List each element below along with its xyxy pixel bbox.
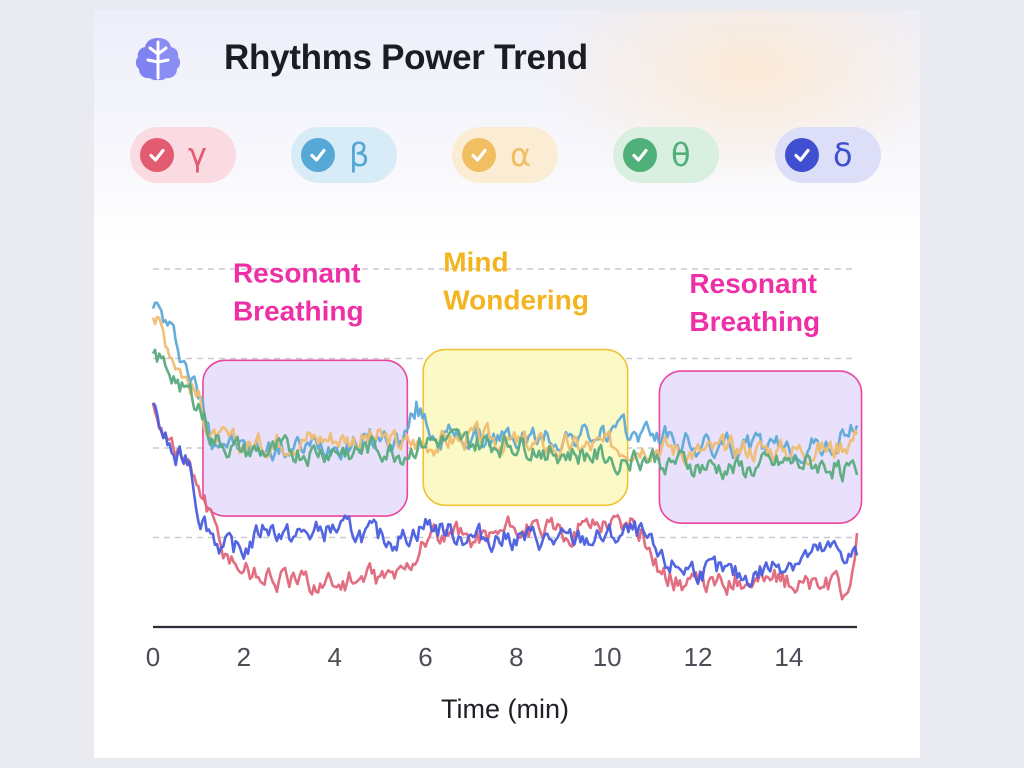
card-header: Rhythms Power Trend [132,32,588,84]
x-tick-label: 2 [237,642,251,672]
x-tick-label: 0 [146,642,160,672]
brain-icon [135,38,181,81]
checkmark-icon[interactable] [462,138,496,172]
band-chip-label: δ [833,136,853,174]
annotation-box [422,348,629,507]
series-line [151,402,859,588]
annotation-label: Resonant Breathing [689,268,820,337]
checkmark-icon[interactable] [140,138,174,172]
checkmark-icon[interactable] [785,138,819,172]
series-line [151,402,859,601]
band-chip-label: β [349,136,370,174]
annotation-label-line: Resonant [689,268,817,299]
annotation-label-line: Mind [443,247,508,278]
x-tick-label: 10 [593,642,622,672]
annotation-label: Mind Wondering [443,247,589,316]
page-title: Rhythms Power Trend [224,38,588,77]
x-tick-label: 4 [327,642,341,672]
x-tick-label: 14 [774,642,803,672]
checkmark-icon[interactable] [623,138,657,172]
band-chip-1[interactable]: β [291,127,397,183]
annotation-label-line: Wondering [443,285,589,316]
x-tick-label: 12 [684,642,713,672]
band-chip-2[interactable]: α [452,127,558,183]
band-chip-label: γ [188,136,207,174]
series-line [151,348,859,483]
annotation-label-line: Breathing [233,295,364,326]
x-axis-label: Time (min) [441,694,569,724]
annotation-label-line: Resonant [233,257,361,288]
x-tick-label: 8 [509,642,523,672]
checkmark-icon[interactable] [301,138,335,172]
band-chip-label: α [510,136,532,174]
band-chip-3[interactable]: θ [613,127,719,183]
band-chip-0[interactable]: γ [130,127,236,183]
x-tick-label: 6 [418,642,432,672]
band-chip-4[interactable]: δ [775,127,881,183]
annotation-label-line: Breathing [689,306,820,337]
annotation-label: Resonant Breathing [233,257,364,326]
band-chip-label: θ [671,136,691,174]
